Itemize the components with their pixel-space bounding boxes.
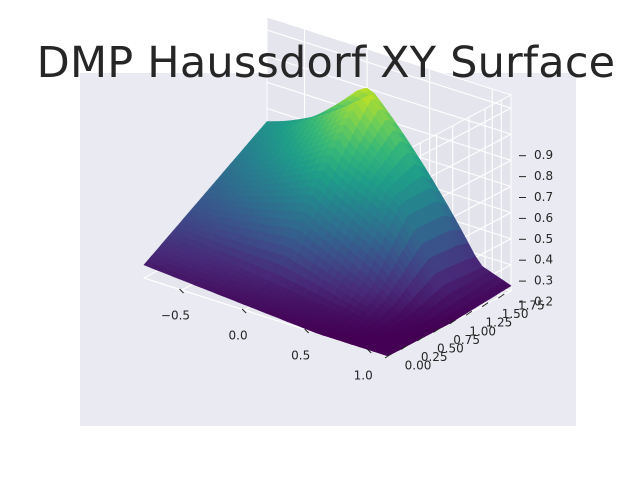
tick-mark	[433, 327, 440, 333]
z-tick-label: 0.9	[534, 148, 553, 162]
tick-mark	[481, 302, 489, 308]
chart-title: DMP Haussdorf XY Surface	[36, 38, 616, 88]
tick-mark	[366, 348, 372, 354]
y-tick-label: 0.50	[437, 341, 464, 355]
y-tick-label: 0.00	[405, 359, 432, 373]
tick-mark	[304, 328, 310, 334]
tick-mark	[179, 288, 184, 294]
y-tick-label: 0.75	[453, 333, 480, 347]
y-tick-label: 0.25	[421, 350, 448, 364]
y-tick-label: 1.50	[502, 307, 529, 321]
z-tick-label: 0.8	[534, 169, 553, 183]
x-tick-label: 0.5	[291, 349, 310, 363]
z-tick-label: 0.7	[534, 190, 553, 204]
z-tick-label: 0.4	[534, 253, 553, 267]
tick-mark	[498, 293, 505, 299]
tick-mark	[465, 310, 473, 316]
x-tick-label: 0.0	[229, 329, 248, 343]
tick-mark	[241, 308, 247, 314]
z-tick-label: 0.5	[534, 232, 553, 246]
tick-labels: −0.5 0.0 0.5 1.0 0.000.250.500.751.001.251.5…	[161, 148, 553, 382]
y-tick-label: 1.00	[469, 324, 496, 338]
tick-mark	[400, 345, 408, 350]
tick-mark	[384, 353, 392, 359]
z-tick-label: 0.2	[534, 295, 553, 309]
tick-mark	[449, 319, 457, 325]
surface	[143, 88, 512, 357]
x-tick-label: 1.0	[354, 369, 373, 383]
grid-line-z	[266, 29, 512, 109]
x-tick-label: −0.5	[161, 309, 190, 323]
z-tick-label: 0.3	[534, 274, 553, 288]
tick-mark	[417, 336, 424, 342]
y-tick-label: 1.25	[486, 316, 513, 330]
grid-line-z	[266, 55, 512, 135]
z-tick-label: 0.6	[534, 211, 553, 225]
surface-patch	[262, 121, 275, 127]
